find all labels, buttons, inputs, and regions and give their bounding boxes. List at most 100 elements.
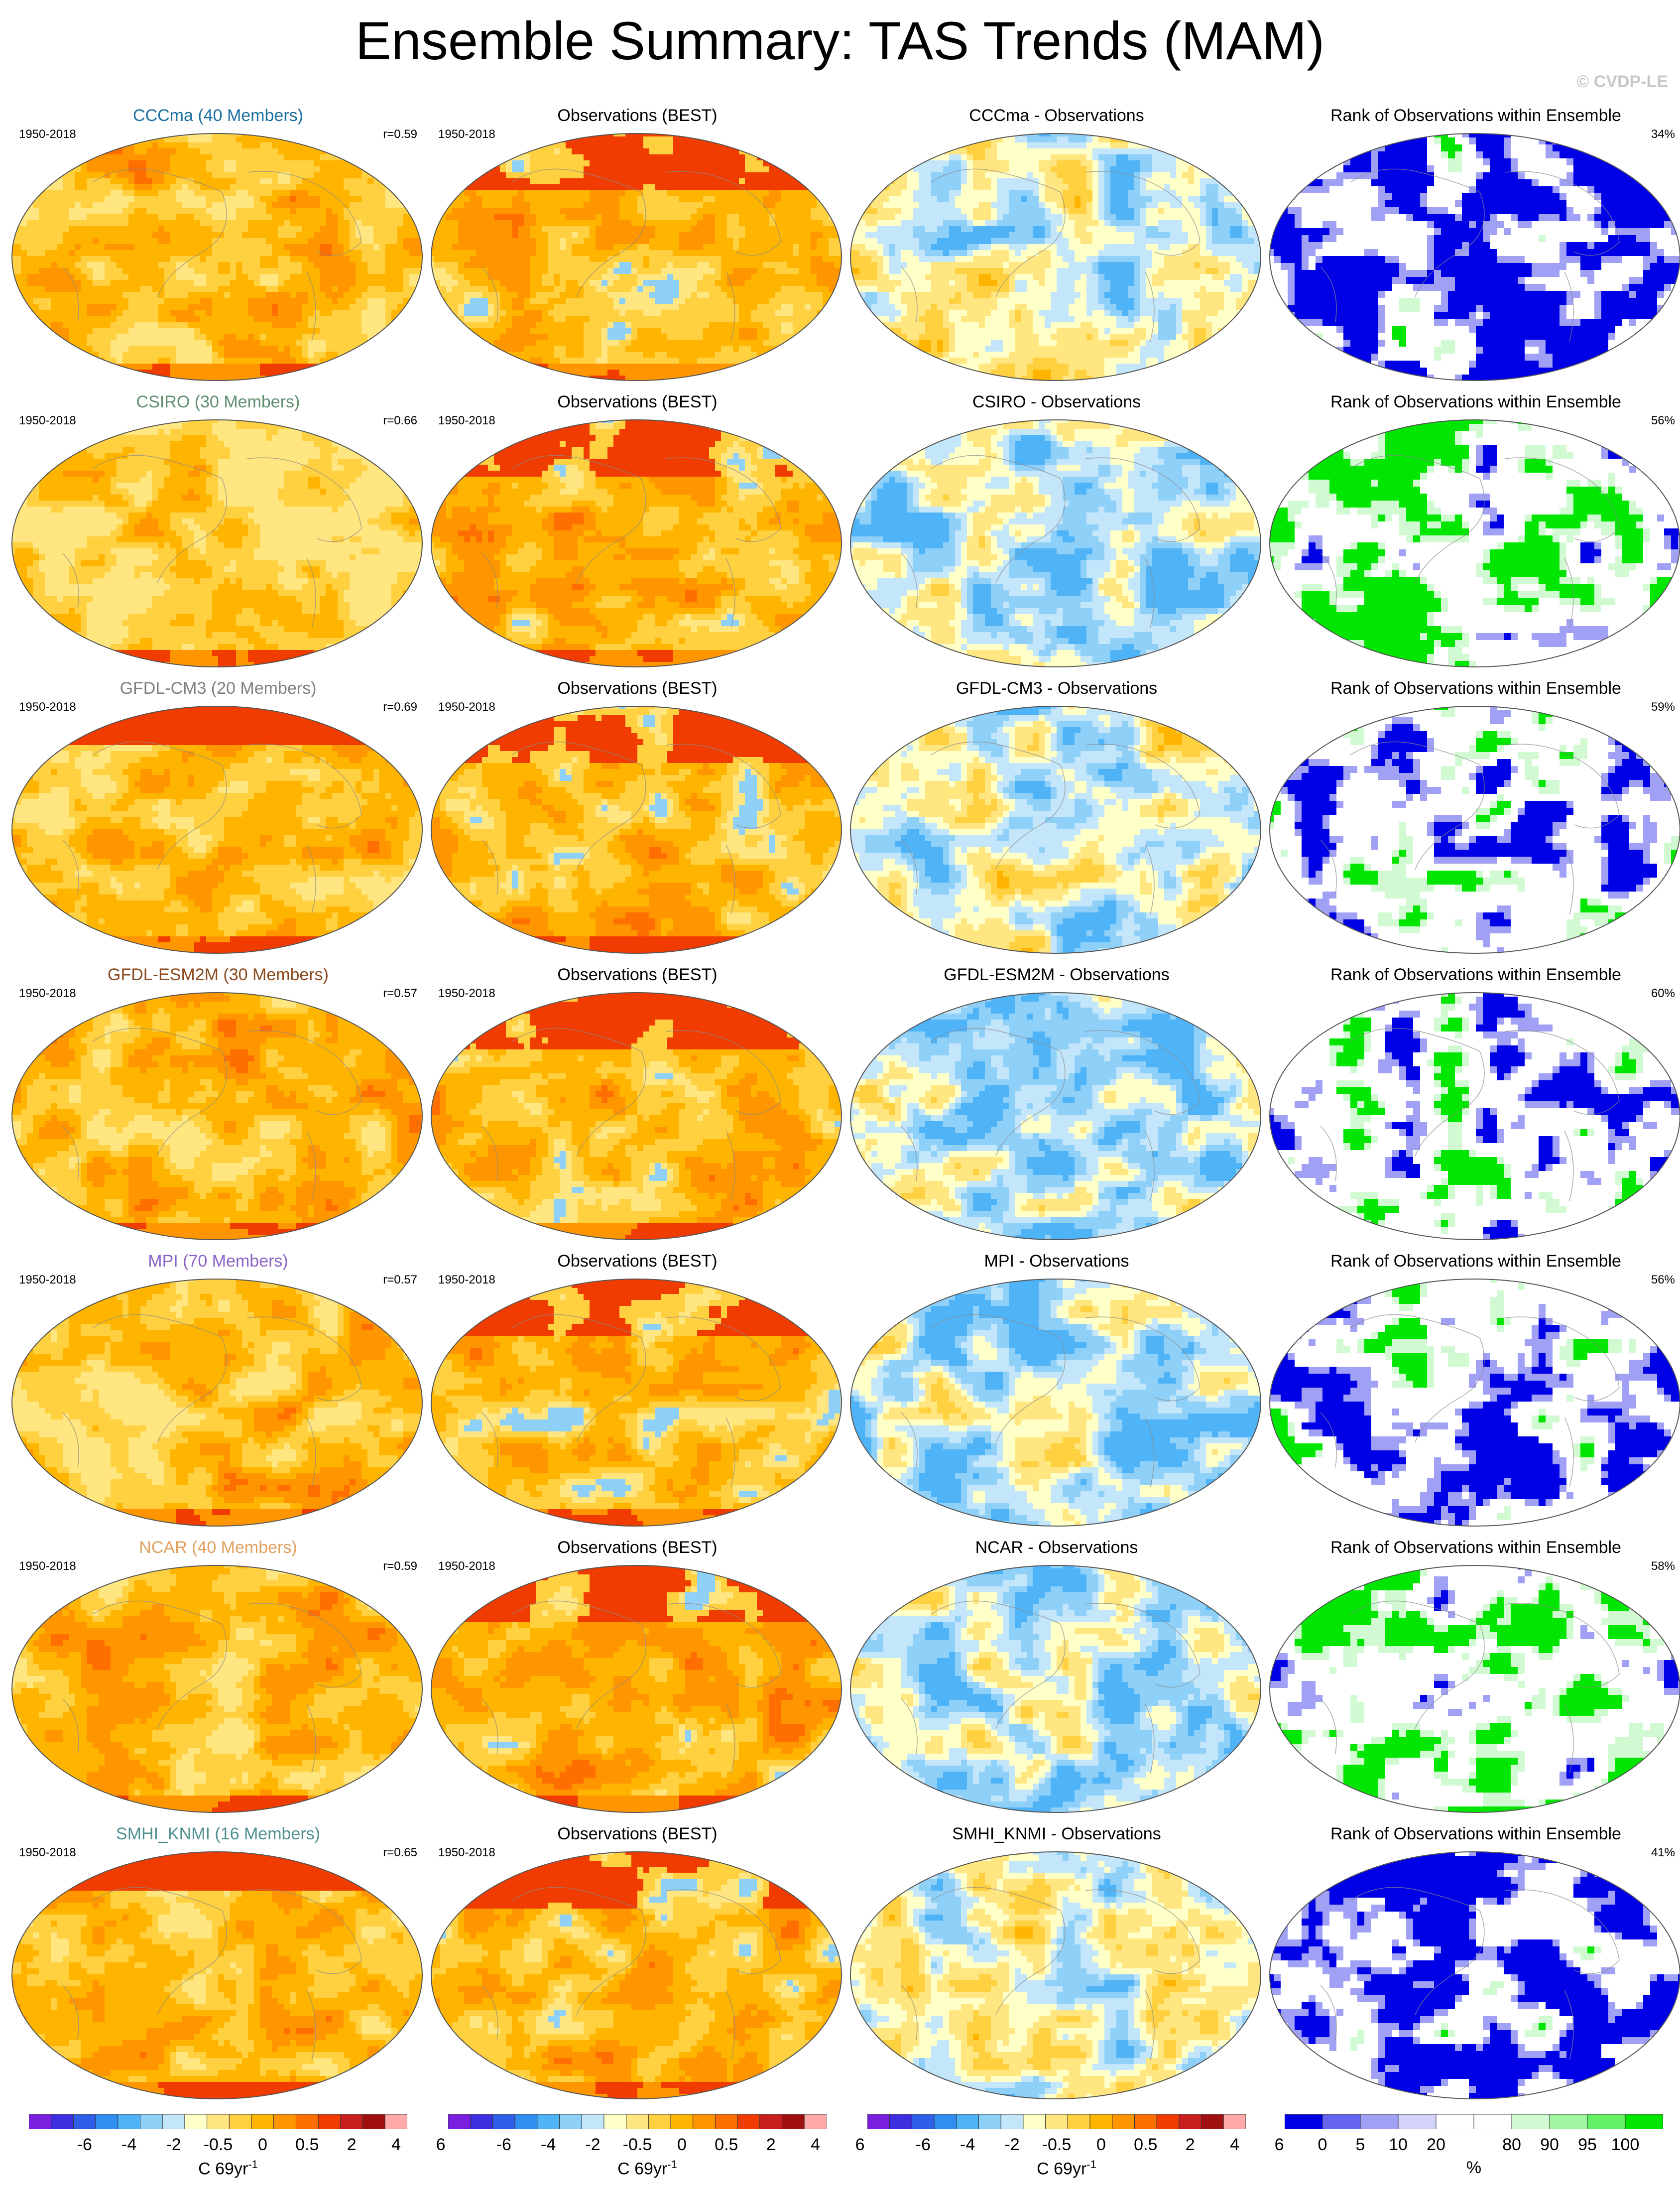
colorbar-swatch — [1090, 2114, 1112, 2129]
panel-title: Observations (BEST) — [428, 106, 846, 126]
colorbar-tick-label: 2 — [1186, 2135, 1195, 2155]
panel-title: Observations (BEST) — [428, 392, 846, 412]
panel-title: Rank of Observations within Ensemble — [1267, 1538, 1680, 1557]
panel-title: CSIRO (30 Members) — [9, 392, 427, 412]
panel-title: MPI - Observations — [847, 1251, 1266, 1271]
colorbar-swatch — [341, 2114, 363, 2129]
colorbar-swatch — [1550, 2114, 1587, 2129]
diff-map — [847, 1849, 1264, 2102]
map-field — [847, 1849, 1264, 2102]
colorbar-tick-label: 0 — [1318, 2135, 1327, 2155]
colorbar-swatch — [1001, 2114, 1023, 2129]
colorbar-swatch — [1322, 2114, 1360, 2129]
colorbar-swatch — [604, 2114, 626, 2129]
colorbar-unit-exponent: -1 — [248, 2158, 258, 2171]
colorbar-swatch — [51, 2114, 74, 2129]
colorbar-unit-text: C 69yr — [617, 2159, 667, 2178]
colorbar-swatch — [1625, 2114, 1663, 2129]
colorbar-trend: -6 -4 -2 -0.5 0 0.5 2 4 6 C 69yr-1 — [448, 2114, 827, 2184]
colorbar-swatch — [515, 2114, 537, 2129]
colorbar-swatch — [582, 2114, 604, 2129]
diff-map — [847, 417, 1264, 670]
colorbar-trend: -6 -4 -2 -0.5 0 0.5 2 4 6 C 69yr-1 — [867, 2114, 1246, 2184]
colorbar-tick-label: 0 — [1096, 2135, 1106, 2155]
obs-map — [428, 130, 844, 384]
map-field — [9, 1276, 425, 1529]
panel-diff-row-7: SMHI_KNMI - Observations — [847, 1824, 1266, 2110]
map-field — [428, 1276, 844, 1529]
colorbar-swatch — [296, 2114, 318, 2129]
panel-rank-row-5: Rank of Observations within Ensemble 56% — [1267, 1251, 1680, 1538]
colorbar-swatch — [537, 2114, 560, 2129]
rank-map — [1267, 417, 1680, 670]
panel-title: Rank of Observations within Ensemble — [1267, 1824, 1680, 1844]
colorbar-tick-label: 0.5 — [1134, 2135, 1157, 2155]
colorbar-swatch — [867, 2114, 890, 2129]
map-field — [847, 417, 1264, 670]
panel-obs-row-4: Observations (BEST) 1950-2018 — [428, 965, 846, 1251]
colorbar-swatch — [890, 2114, 912, 2129]
colorbar-tick-label: 0.5 — [715, 2135, 738, 2155]
rank-map — [1267, 703, 1680, 956]
panel-title: Observations (BEST) — [428, 678, 846, 698]
panel-model-row-2: CSIRO (30 Members) 1950-2018 r=0.66 — [9, 392, 427, 678]
colorbar-swatch — [1436, 2114, 1474, 2129]
diff-map — [847, 1562, 1264, 1815]
colorbar-swatch — [251, 2114, 274, 2129]
colorbar-tick-label: 6 — [1275, 2135, 1284, 2155]
map-field — [9, 703, 425, 956]
colorbar-swatch — [626, 2114, 649, 2129]
colorbar-swatch — [1112, 2114, 1135, 2129]
diff-map — [847, 130, 1264, 384]
panel-obs-row-3: Observations (BEST) 1950-2018 — [428, 678, 846, 965]
colorbar-swatch — [185, 2114, 207, 2129]
panel-obs-row-2: Observations (BEST) 1950-2018 — [428, 392, 846, 678]
colorbar-tick-label: 0 — [677, 2135, 687, 2155]
colorbar-swatch — [671, 2114, 693, 2129]
colorbar-tick-label: -2 — [585, 2135, 600, 2155]
model-map — [9, 1276, 425, 1529]
panel-diff-row-3: GFDL-CM3 - Observations — [847, 678, 1266, 965]
colorbar-tick-label: 95 — [1578, 2135, 1597, 2155]
colorbar-tick-label: 4 — [391, 2135, 401, 2155]
panel-title: Observations (BEST) — [428, 1824, 846, 1844]
panel-model-row-4: GFDL-ESM2M (30 Members) 1950-2018 r=0.57 — [9, 965, 427, 1251]
panel-title: Observations (BEST) — [428, 965, 846, 985]
colorbar-swatch — [804, 2114, 827, 2129]
colorbar-swatch — [492, 2114, 515, 2129]
colorbar-swatch — [957, 2114, 979, 2129]
colorbar-swatch — [162, 2114, 185, 2129]
colorbar-tick-label: -4 — [121, 2135, 136, 2155]
colorbar-tick-label: -4 — [960, 2135, 975, 2155]
panel-title: GFDL-CM3 - Observations — [847, 678, 1266, 698]
map-field — [847, 990, 1264, 1243]
panel-title: SMHI_KNMI - Observations — [847, 1824, 1266, 1844]
colorbar-swatch — [1023, 2114, 1046, 2129]
diff-map — [847, 703, 1264, 956]
colorbar-swatch — [229, 2114, 251, 2129]
rank-map — [1267, 1562, 1680, 1815]
panel-obs-row-6: Observations (BEST) 1950-2018 — [428, 1538, 846, 1824]
colorbar-swatch — [363, 2114, 385, 2129]
map-field — [428, 1562, 844, 1815]
obs-map — [428, 703, 844, 956]
colorbar-unit-exponent: -1 — [667, 2158, 677, 2171]
panel-obs-row-1: Observations (BEST) 1950-2018 — [428, 106, 846, 392]
colorbar-swatch — [1512, 2114, 1550, 2129]
colorbar-swatch — [385, 2114, 407, 2129]
map-field — [9, 417, 425, 670]
colorbar-unit-label: C 69yr-1 — [617, 2158, 677, 2179]
rank-map — [1267, 130, 1680, 384]
panel-rank-row-2: Rank of Observations within Ensemble 56% — [1267, 392, 1680, 678]
colorbar-swatch — [471, 2114, 493, 2129]
rank-map — [1267, 1849, 1680, 2102]
panel-title: CCCma - Observations — [847, 106, 1266, 126]
colorbar-swatch — [1046, 2114, 1068, 2129]
panel-rank-row-1: Rank of Observations within Ensemble 34% — [1267, 106, 1680, 392]
colorbar-swatch — [760, 2114, 782, 2129]
colorbar-tick-label: -0.5 — [1042, 2135, 1072, 2155]
panel-title: SMHI_KNMI (16 Members) — [9, 1824, 427, 1844]
colorbar-swatch — [1587, 2114, 1625, 2129]
colorbar-tick-label: 4 — [1230, 2135, 1239, 2155]
panel-rank-row-3: Rank of Observations within Ensemble 59% — [1267, 678, 1680, 965]
